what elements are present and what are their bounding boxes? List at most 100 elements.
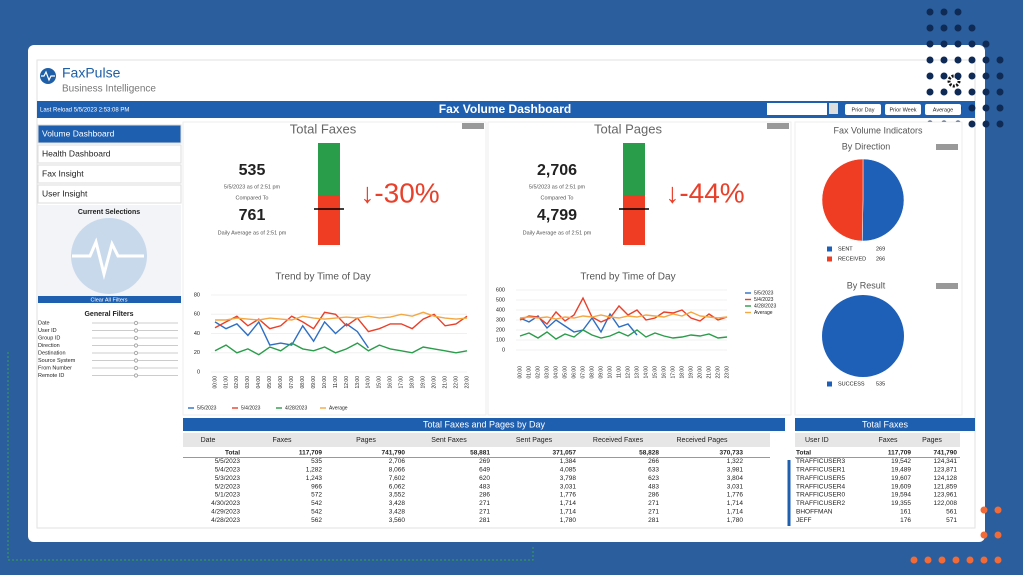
y-tick-label: 20 bbox=[194, 350, 200, 356]
settings-icon[interactable] bbox=[947, 74, 961, 88]
kpi-caption: 5/5/2023 as of 2:51 pm bbox=[529, 184, 586, 190]
toolbar-button-label[interactable]: Prior Week bbox=[889, 107, 916, 113]
panel-icons bbox=[462, 123, 484, 129]
toolbar-button[interactable] bbox=[925, 104, 961, 115]
pie-slice bbox=[821, 158, 864, 242]
nav-item[interactable] bbox=[37, 164, 182, 184]
legend-label: 4/28/2023 bbox=[754, 303, 776, 309]
filter-knob[interactable] bbox=[133, 328, 139, 333]
x-tick-label: 13:00 bbox=[634, 366, 640, 379]
x-tick-label: 21:00 bbox=[442, 376, 448, 389]
series-line bbox=[214, 320, 369, 349]
decor-dot bbox=[926, 72, 934, 80]
column-header: Received Pages bbox=[677, 437, 728, 444]
decor-dot bbox=[994, 506, 1002, 514]
filter-label: Direction bbox=[38, 343, 60, 349]
toolbar-button[interactable] bbox=[885, 104, 921, 115]
filter-knob[interactable] bbox=[133, 373, 139, 378]
table-cell: 19,609 bbox=[891, 483, 911, 490]
x-tick-label: 00:00 bbox=[517, 366, 523, 379]
kpi-caption: 5/5/2023 as of 2:51 pm bbox=[224, 184, 281, 190]
table-cell: 117,709 bbox=[888, 450, 912, 457]
decor-dot bbox=[982, 104, 990, 112]
table-cell: 1,322 bbox=[727, 458, 744, 465]
filter-knob[interactable] bbox=[133, 335, 139, 341]
kpi-change: ↓-30% bbox=[360, 177, 439, 208]
decor-dot bbox=[940, 8, 948, 16]
kpi-baseline: 4,799 bbox=[537, 207, 577, 224]
kpi-value: 535 bbox=[239, 162, 266, 179]
x-tick-label: 09:00 bbox=[598, 366, 604, 379]
brand: FaxPulse bbox=[62, 65, 121, 81]
calendar-icon[interactable] bbox=[829, 103, 838, 114]
table-cell: 561 bbox=[946, 509, 957, 516]
table-cell: 633 bbox=[648, 467, 659, 474]
table-cell: 286 bbox=[648, 492, 659, 499]
x-tick-label: 06:00 bbox=[571, 366, 577, 379]
table-cell: 123,961 bbox=[934, 492, 958, 499]
decor-line bbox=[7, 352, 534, 561]
x-tick-label: 12:00 bbox=[344, 376, 350, 389]
table-cell: 124,128 bbox=[934, 475, 958, 482]
table-cell: 19,594 bbox=[891, 492, 911, 499]
legend-label: Average bbox=[754, 310, 773, 316]
toolbar-button-label[interactable]: Average bbox=[933, 107, 953, 113]
filter-knob[interactable] bbox=[133, 358, 139, 363]
decor-dot bbox=[926, 8, 934, 16]
filter-knob[interactable] bbox=[133, 365, 139, 371]
x-tick-label: 11:00 bbox=[616, 366, 622, 378]
x-tick-label: 23:00 bbox=[724, 366, 730, 379]
decor-dot bbox=[996, 104, 1004, 112]
table-cell: 271 bbox=[479, 500, 490, 507]
y-tick-label: 0 bbox=[197, 369, 200, 375]
decor-dot bbox=[968, 40, 976, 48]
y-tick-label: 300 bbox=[496, 317, 505, 323]
decor-dot bbox=[926, 88, 934, 96]
column-header: Sent Pages bbox=[516, 437, 553, 444]
filter-label: Remote ID bbox=[38, 373, 64, 379]
x-tick-label: 14:00 bbox=[366, 376, 372, 389]
nav-label[interactable]: Health Dashboard bbox=[42, 148, 111, 158]
table-cell: 3,552 bbox=[389, 492, 406, 499]
x-tick-label: 07:00 bbox=[289, 376, 295, 389]
clear-filters[interactable] bbox=[38, 296, 181, 303]
nav-item[interactable] bbox=[37, 184, 182, 204]
nav-item[interactable] bbox=[37, 124, 182, 144]
kpi-baseline: 761 bbox=[239, 207, 266, 224]
filter-knob[interactable] bbox=[133, 320, 139, 326]
table-cell: 3,428 bbox=[389, 509, 406, 516]
x-tick-label: 20:00 bbox=[697, 366, 703, 379]
nav-item[interactable] bbox=[37, 144, 182, 164]
legend-value: 535 bbox=[876, 381, 885, 387]
x-tick-label: 05:00 bbox=[562, 366, 568, 379]
legend-swatch bbox=[827, 246, 832, 252]
series-line bbox=[519, 311, 728, 320]
filter-knob[interactable] bbox=[133, 343, 139, 348]
decor-dot bbox=[954, 72, 962, 80]
panel-icons bbox=[936, 144, 958, 150]
decor-dot bbox=[996, 120, 1004, 128]
last-reload: Last Reload 5/5/2023 2:53:08 PM bbox=[40, 108, 129, 114]
toolbar-button[interactable] bbox=[845, 104, 881, 115]
series-line bbox=[215, 311, 468, 321]
x-tick-label: 15:00 bbox=[652, 366, 658, 379]
column-header: Date bbox=[201, 437, 216, 444]
table-cell: 1,714 bbox=[560, 509, 577, 516]
panel-icons bbox=[767, 123, 789, 129]
table-cell: 1,243 bbox=[306, 475, 323, 482]
table-cell: 1,780 bbox=[560, 517, 577, 524]
nav-label[interactable]: Fax Insight bbox=[42, 168, 84, 178]
filter-knob[interactable] bbox=[133, 350, 139, 356]
y-tick-label: 60 bbox=[194, 312, 200, 318]
nav-label[interactable]: User Insight bbox=[42, 188, 88, 198]
table-cell: 271 bbox=[648, 500, 659, 507]
y-tick-label: 400 bbox=[496, 307, 505, 313]
filter-label: Source System bbox=[38, 358, 76, 364]
date-picker[interactable] bbox=[767, 103, 827, 115]
table-cell: 370,733 bbox=[720, 450, 744, 457]
toolbar bbox=[37, 101, 975, 118]
decor-dot bbox=[968, 120, 976, 128]
clear-filters-label[interactable]: Clear All Filters bbox=[91, 297, 128, 303]
nav-label[interactable]: Volume Dashboard bbox=[42, 128, 115, 138]
toolbar-button-label[interactable]: Prior Day bbox=[852, 107, 875, 113]
